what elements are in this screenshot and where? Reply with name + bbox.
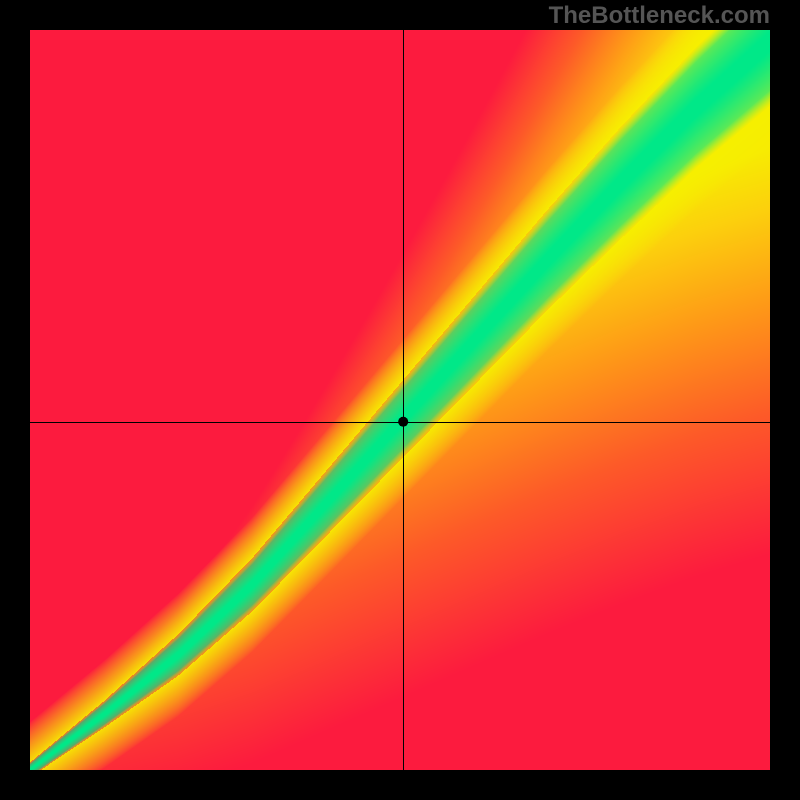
heatmap-canvas <box>0 0 800 800</box>
chart-container: TheBottleneck.com <box>0 0 800 800</box>
watermark-text: TheBottleneck.com <box>549 2 770 30</box>
